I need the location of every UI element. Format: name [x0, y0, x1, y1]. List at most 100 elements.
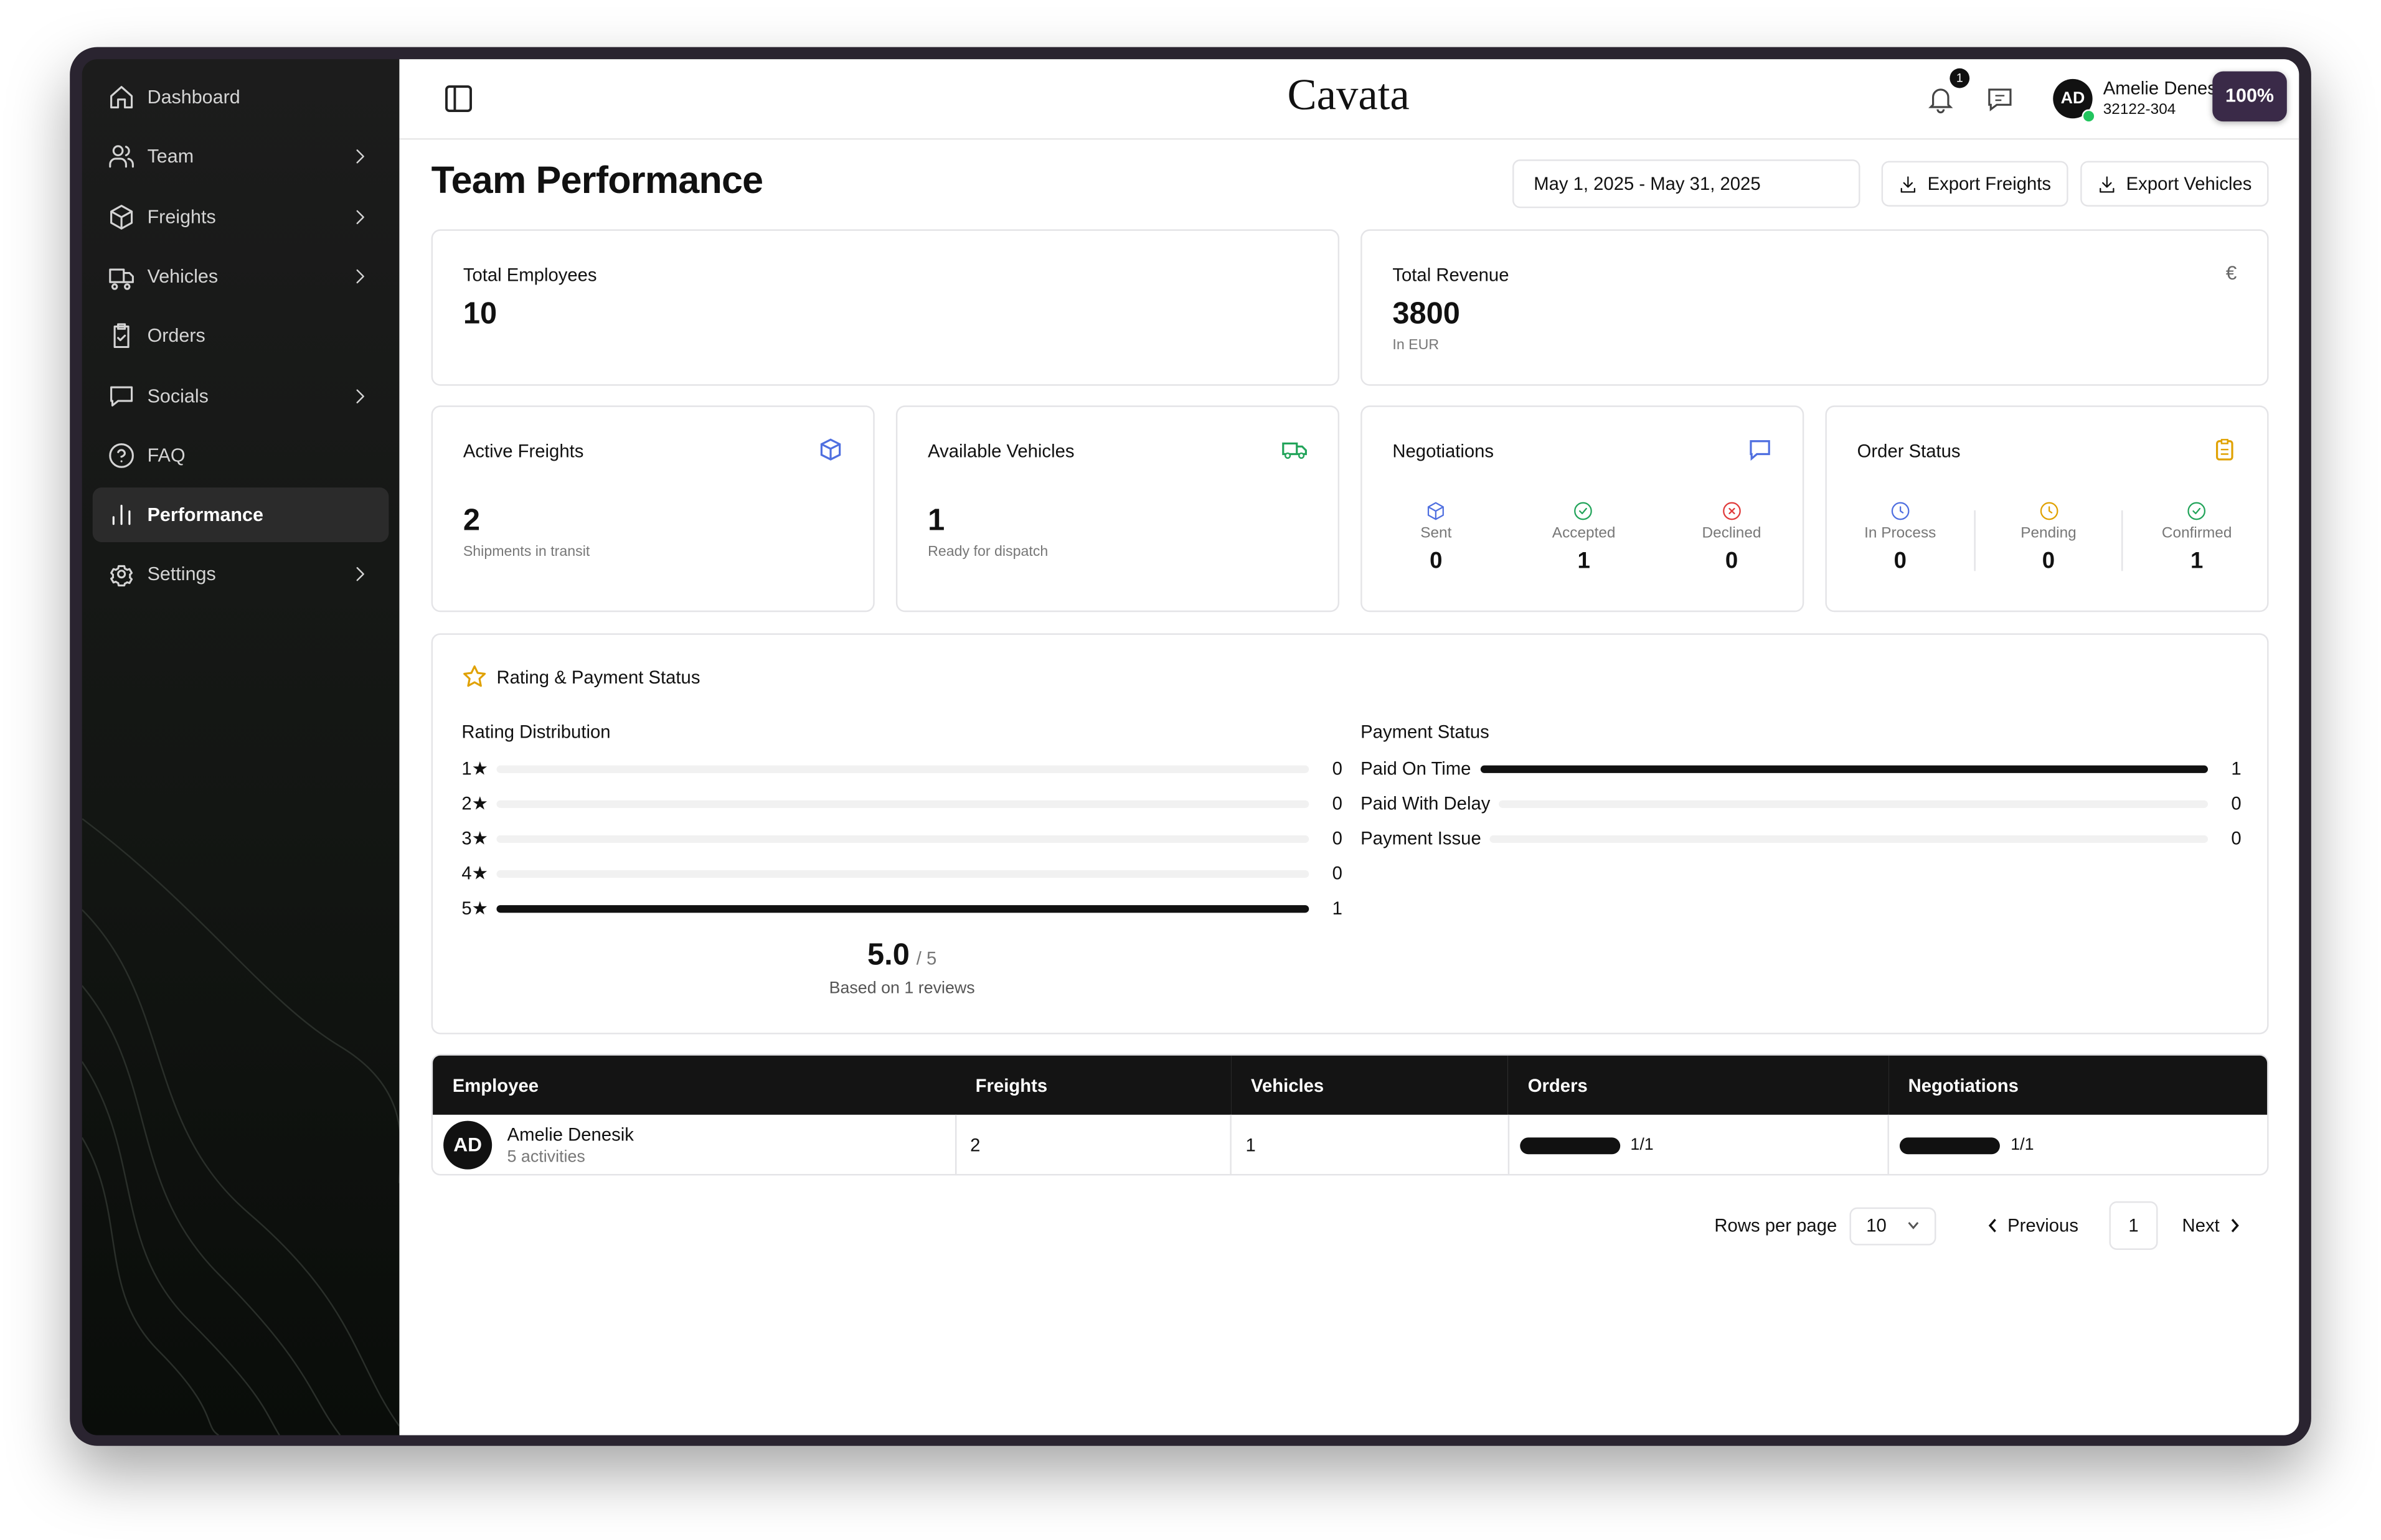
- previous-button[interactable]: Previous: [1987, 1215, 2078, 1236]
- export-button[interactable]: Export Vehicles: [2080, 161, 2269, 207]
- zoom-badge[interactable]: 100%: [2212, 71, 2287, 122]
- card-note: Ready for dispatch: [928, 543, 1049, 561]
- rating-scale: / 5: [916, 947, 937, 969]
- previous-label: Previous: [2007, 1214, 2078, 1236]
- download-icon: [1901, 176, 1916, 192]
- stat-label: Sent: [1420, 525, 1452, 543]
- icon-path: [110, 385, 133, 406]
- rows-per-page-value: 10: [1866, 1214, 1887, 1236]
- star-icon: [463, 665, 486, 687]
- nav-label: Orders: [147, 325, 205, 347]
- nav-label: Vehicles: [147, 265, 219, 287]
- bar-track: [497, 869, 1309, 877]
- notification-badge: 1: [1950, 68, 1970, 88]
- sidebar-toggle[interactable]: [443, 83, 474, 114]
- page-number[interactable]: 1: [2109, 1201, 2158, 1250]
- icon-path: [1722, 502, 1741, 520]
- notifications-button[interactable]: [1925, 83, 1956, 114]
- nav-item[interactable]: Vehicles: [93, 249, 389, 304]
- total-employees-card: Total Employees 10: [431, 229, 1340, 386]
- nav-item[interactable]: Socials: [93, 369, 389, 423]
- stat-label: Confirmed: [2161, 525, 2232, 543]
- average-value: 5.0: [867, 938, 910, 972]
- user-name: Amelie Denes: [2103, 77, 2217, 99]
- nav-item[interactable]: Orders: [93, 309, 389, 364]
- bar-label: 4★: [461, 862, 488, 884]
- main-area: Cavata 1 AD Amelie Denes 32122-304 100% …: [399, 59, 2299, 1435]
- nav-icon: [109, 443, 134, 468]
- nav-label: Dashboard: [147, 87, 240, 108]
- icon-path: [109, 145, 134, 169]
- bar-fill: [497, 904, 1309, 913]
- card-label: Negotiations: [1392, 440, 1494, 462]
- nav-label: Socials: [147, 385, 209, 406]
- submenu-chevron: [356, 149, 364, 164]
- next-button[interactable]: Next: [2182, 1215, 2240, 1236]
- next-label: Next: [2182, 1214, 2220, 1236]
- online-indicator: [2082, 109, 2096, 123]
- messages-button[interactable]: [1985, 83, 2016, 114]
- bar-fill: [1480, 764, 2209, 772]
- icon-path: [2039, 502, 2058, 520]
- bar-label: Paid With Delay: [1360, 792, 1491, 814]
- submenu-chevron: [356, 568, 364, 582]
- nav-item[interactable]: Team: [93, 129, 389, 184]
- bar-count: 0: [1332, 758, 1342, 779]
- bar-count: 0: [1332, 792, 1342, 814]
- dropdown-chevron: [1908, 1222, 1919, 1229]
- bar-row: Paid On Time 1: [1360, 756, 2242, 781]
- nav-item[interactable]: FAQ: [93, 428, 389, 483]
- nav-label: FAQ: [147, 444, 186, 466]
- export-button[interactable]: Export Freights: [1881, 161, 2068, 207]
- prev-chevron: [1988, 1219, 1996, 1232]
- icon-path: [1901, 176, 1916, 192]
- available-vehicles-card: Available Vehicles 1 Ready for dispatch: [895, 405, 1340, 613]
- status-icon: [1891, 502, 1910, 520]
- rows-per-page-select[interactable]: 10: [1849, 1207, 1936, 1246]
- icon-path: [1575, 502, 1593, 520]
- bar-track: [1480, 764, 2209, 772]
- bar-label: 3★: [461, 827, 488, 849]
- nav-icon: [112, 505, 131, 525]
- nav-icon: [110, 86, 133, 109]
- column-header: Orders: [1527, 1074, 1588, 1096]
- date-range-picker[interactable]: May 1, 2025 - May 31, 2025: [1512, 159, 1860, 209]
- stat-label: Accepted: [1552, 525, 1616, 543]
- table-header: Employee Freights Vehicles Orders Negotiatio…: [433, 1055, 2268, 1115]
- vehicle-icon: [1282, 442, 1307, 459]
- download-icon: [2100, 176, 2115, 192]
- employee-table: Employee Freights Vehicles Orders Negotiatio…: [433, 1055, 2268, 1174]
- bar-row: Paid With Delay 0: [1360, 791, 2242, 815]
- employee-avatar: AD: [443, 1120, 493, 1170]
- card-label: Available Vehicles: [928, 440, 1075, 462]
- icon-path: [110, 565, 133, 588]
- progress: 1/1: [1900, 1136, 2267, 1154]
- nav-item[interactable]: Freights: [93, 189, 389, 244]
- negotiation-stats: Sent 0 Accepted 1 Declined 0: [1362, 501, 1806, 574]
- page-title: Team Performance: [431, 159, 763, 202]
- card-note: In EUR: [1392, 337, 1440, 354]
- brand: Cavata: [1287, 71, 1410, 120]
- nav-icon: [109, 268, 134, 290]
- nav-item[interactable]: Dashboard: [93, 70, 389, 124]
- stat-value: 0: [1725, 548, 1738, 575]
- employee-name: Amelie Denesik: [507, 1124, 634, 1145]
- rating-distribution-title: Rating Distribution: [461, 721, 611, 743]
- icon-path: [110, 86, 133, 109]
- card-value: 3800: [1392, 298, 1460, 331]
- reviews-count: Based on 1 reviews: [829, 979, 975, 998]
- bar-track: [497, 904, 1309, 913]
- employee-info: Amelie Denesik 5 activities: [507, 1124, 634, 1166]
- export-label: Export Vehicles: [2126, 173, 2252, 195]
- nav-icon: [110, 385, 133, 406]
- bar-row: 4★ 0: [461, 861, 1342, 885]
- nav-item[interactable]: Settings: [93, 547, 389, 602]
- sidebar: Dashboard Team Freights Vehicles Orders Socia…: [82, 59, 400, 1435]
- nav-item[interactable]: Performance: [92, 487, 389, 543]
- icon-path: [356, 388, 364, 403]
- status-icon: [1575, 502, 1593, 520]
- active-freights-card: Active Freights 2 Shipments in transit: [431, 405, 875, 613]
- icon-path: [109, 443, 134, 468]
- total-revenue-card: Total Revenue € 3800 In EUR: [1360, 229, 2269, 386]
